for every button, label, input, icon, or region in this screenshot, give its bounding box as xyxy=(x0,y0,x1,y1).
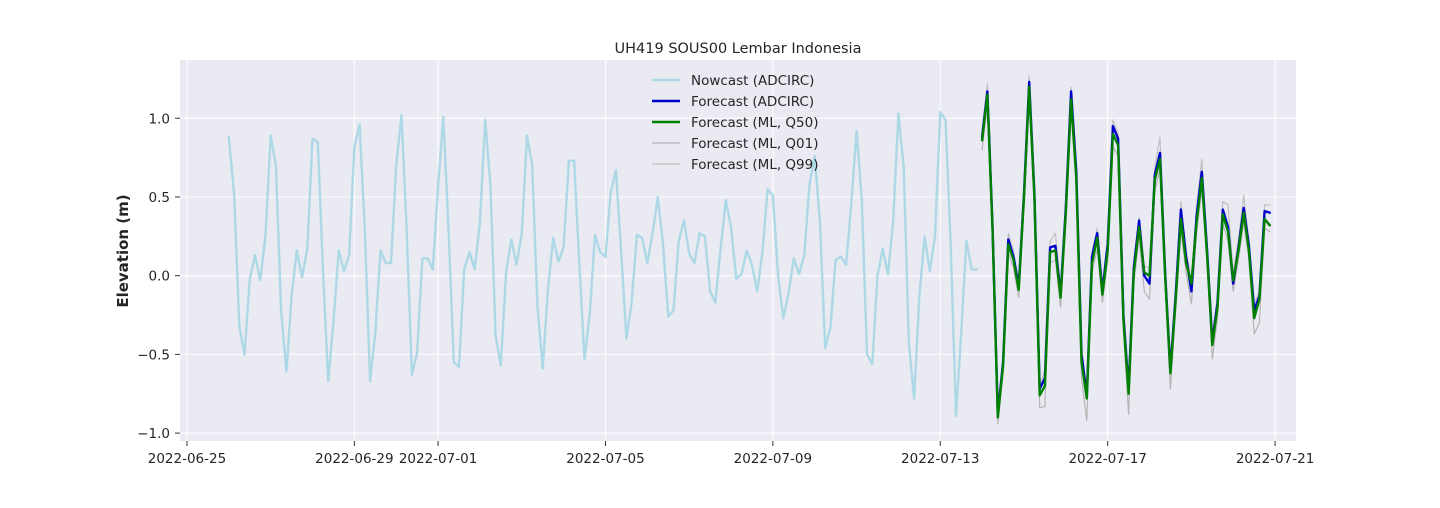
x-axis-ticks: 2022-06-25 2022-06-29 2022-07-01 2022-07-05… xyxy=(148,441,1314,467)
y-tick-label: 0.5 xyxy=(149,190,170,206)
x-tick-label: 2022-06-25 xyxy=(148,451,226,467)
x-tick-label: 2022-07-01 xyxy=(399,451,477,467)
legend-label: Forecast (ML, Q50) xyxy=(691,115,819,131)
x-tick-label: 2022-07-09 xyxy=(734,451,812,467)
series-lines xyxy=(227,75,1272,425)
legend-label: Nowcast (ADCIRC) xyxy=(691,73,814,89)
y-tick-label: 1.0 xyxy=(149,111,170,127)
x-tick-label: 2022-07-17 xyxy=(1068,451,1146,467)
legend: Nowcast (ADCIRC) Forecast (ADCIRC) Forecas… xyxy=(652,73,819,173)
x-tick-label: 2022-06-29 xyxy=(315,451,393,467)
y-tick-label: −1.0 xyxy=(137,426,170,442)
y-tick-label: −0.5 xyxy=(137,347,170,363)
legend-label: Forecast (ADCIRC) xyxy=(691,94,814,110)
y-axis-ticks: −1.0 −0.5 0.0 0.5 1.0 xyxy=(137,111,180,442)
y-axis-label: Elevation (m) xyxy=(114,194,132,307)
legend-label: Forecast (ML, Q99) xyxy=(691,157,819,173)
x-tick-label: 2022-07-21 xyxy=(1236,451,1314,467)
x-tick-label: 2022-07-13 xyxy=(901,451,979,467)
series-line-forecast-ml-q50 xyxy=(980,85,1272,419)
y-tick-label: 0.0 xyxy=(149,269,170,285)
chart-title: UH419 SOUS00 Lembar Indonesia xyxy=(615,41,862,57)
x-tick-label: 2022-07-05 xyxy=(566,451,644,467)
series-line-nowcast-adcirc xyxy=(227,110,979,417)
legend-label: Forecast (ML, Q01) xyxy=(691,136,819,152)
